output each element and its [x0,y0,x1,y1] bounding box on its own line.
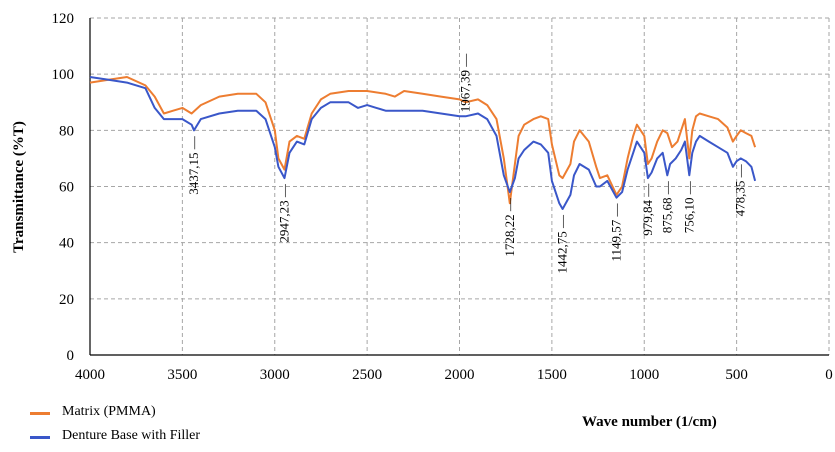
y-tick-label: 100 [52,67,75,83]
series-line-pmma [89,76,757,205]
x-axis-title: Wave number (1/cm) [582,414,717,430]
y-tick-labels: 0 20 40 60 80 100 120 [52,11,75,364]
series-line-filler [89,76,757,210]
legend-swatch-pmma [30,412,50,415]
y-tick-label: 60 [59,180,74,196]
peak-label-text: 875,68 — [659,180,674,233]
peak-label: 979,84 — [640,183,655,236]
x-tick-label: 1000 [629,367,659,383]
legend-swatch-filler [30,436,50,439]
x-tick-label: 500 [725,367,748,383]
y-tick-label: 20 [59,292,74,308]
peak-label: 1442,75 — [555,214,570,274]
peak-label-text: 1149,57 — [609,203,624,262]
peak-label: 1728,22 — [502,197,517,257]
y-tick-label: 40 [59,236,74,252]
grid [90,17,830,355]
peak-label-text: 1728,22 — [502,197,517,257]
x-tick-label: 3500 [167,367,197,383]
y-axis-title: Transmittance (%T) [11,121,27,253]
x-tick-label: 3000 [260,367,290,383]
peak-label-text: 1967,39 — [458,53,473,113]
peak-label-text: 3437,15 — [186,135,201,195]
peak-label: 478,35 — [733,163,748,216]
y-tick-label: 120 [52,11,75,27]
y-tick-label: 0 [67,348,75,364]
x-tick-label: 1500 [537,367,567,383]
peak-label-text: 756,10 — [681,180,696,233]
peak-annotations: 3437,15 — 2947,23 — 1967,39 — 1728,22 — 1442… [186,53,748,274]
legend-label-filler: Denture Base with Filler [62,428,201,443]
x-tick-label: 4000 [75,367,105,383]
x-tick-labels: 4000 3500 3000 2500 2000 1500 1000 500 0 [75,367,833,383]
axes [89,18,829,356]
x-tick-label: 2500 [352,367,382,383]
peak-label-text: 2947,23 — [277,183,292,243]
peak-label: 2947,23 — [277,183,292,243]
peak-label: 1967,39 — [458,53,473,113]
peak-label-text: 979,84 — [640,183,655,236]
legend-label-pmma: Matrix (PMMA) [62,404,156,419]
peak-label: 3437,15 — [186,135,201,195]
peak-label-text: 478,35 — [733,163,748,216]
peak-label: 875,68 — [659,180,674,233]
y-tick-label: 80 [59,123,74,139]
x-tick-label: 2000 [445,367,475,383]
peak-label: 1149,57 — [609,203,624,262]
x-tick-label: 0 [825,367,833,383]
peak-label: 756,10 — [681,180,696,233]
peak-label-text: 1442,75 — [555,214,570,274]
series-lines [89,76,757,210]
